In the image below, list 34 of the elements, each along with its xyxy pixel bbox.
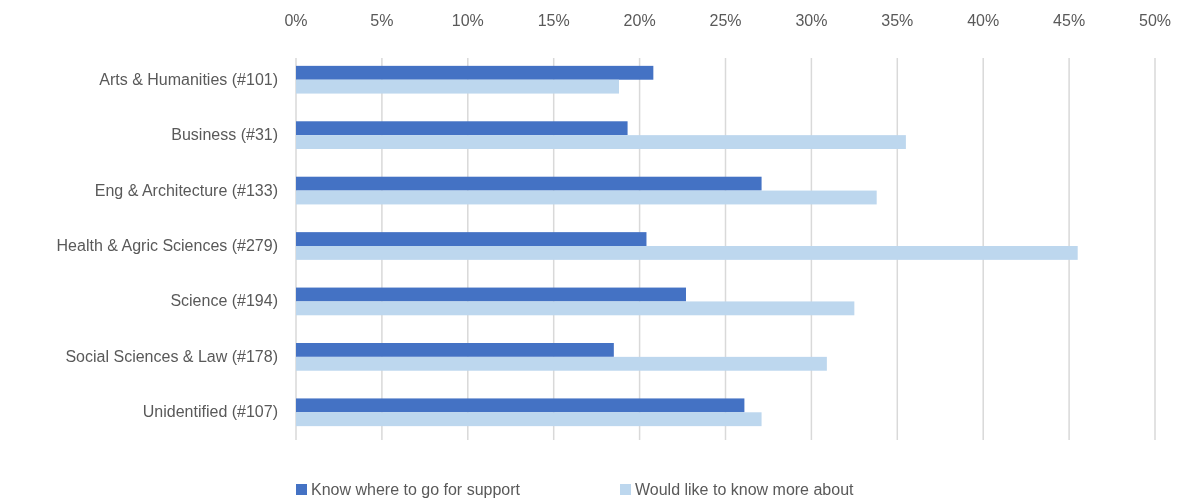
x-tick-label: 5%	[370, 12, 394, 29]
bar	[296, 135, 906, 149]
bar	[296, 190, 877, 205]
x-tick-label: 50%	[1138, 12, 1172, 29]
bar	[296, 287, 686, 302]
x-tick-label: 15%	[537, 12, 570, 29]
y-tick-label: Health & Agric Sciences (#279)	[56, 237, 278, 254]
y-tick-label: Social Sciences & Law (#178)	[65, 347, 278, 365]
y-tick-label: Science (#194)	[170, 292, 278, 310]
x-tick-label: 35%	[881, 12, 914, 29]
x-tick-label: 40%	[967, 12, 1000, 29]
x-tick-label: 25%	[709, 12, 742, 29]
bar	[296, 398, 745, 413]
bar	[296, 301, 855, 316]
bar	[296, 65, 654, 80]
legend-label: Would like to know more about	[635, 481, 855, 498]
y-tick-label: Arts & Humanities (#101)	[99, 70, 278, 88]
x-tick-label: 10%	[451, 12, 484, 29]
bar	[296, 232, 647, 246]
y-tick-label: Business (#31)	[171, 126, 278, 144]
bar	[296, 412, 762, 427]
y-tick-label: Eng & Architecture (#133)	[94, 181, 278, 199]
legend-label: Know where to go for support	[311, 481, 521, 498]
bar	[296, 246, 1078, 260]
bar	[296, 121, 628, 136]
x-tick-label: 30%	[795, 12, 828, 29]
x-tick-label: 45%	[1053, 12, 1086, 29]
x-tick-label: 20%	[623, 12, 656, 29]
bar	[296, 176, 762, 191]
y-tick-label: Unidentified (#107)	[142, 403, 278, 421]
x-tick-label: 0%	[284, 12, 308, 29]
bar	[296, 356, 827, 371]
bar	[296, 343, 614, 357]
bar	[296, 79, 619, 94]
